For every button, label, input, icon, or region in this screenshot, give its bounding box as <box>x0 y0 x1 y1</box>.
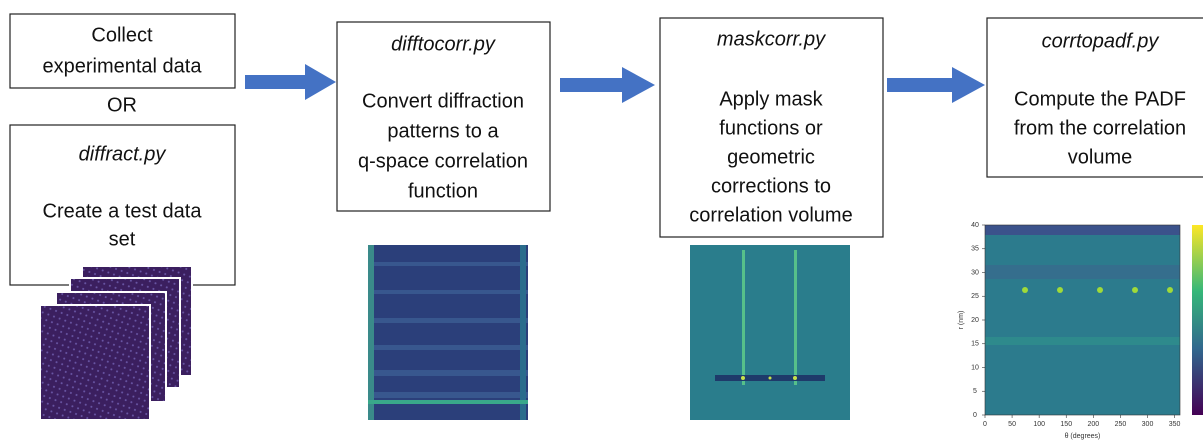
step-text: q-space correlation <box>358 150 528 172</box>
masked-image <box>690 245 850 420</box>
step-text: corrections to <box>711 175 831 197</box>
padf-plot <box>985 225 1203 415</box>
script-name: diffract.py <box>79 143 167 165</box>
step-text: Collect <box>91 24 153 46</box>
x-tick-label: 0 <box>983 421 987 428</box>
y-axis-label: r (nm) <box>958 311 965 330</box>
x-tick-label: 100 <box>1033 421 1045 428</box>
x-tick-label: 50 <box>1008 421 1016 428</box>
diffraction-stack <box>40 266 192 420</box>
step-text: correlation volume <box>689 204 852 226</box>
x-tick-label: 300 <box>1142 421 1154 428</box>
y-tick-label: 15 <box>971 341 979 348</box>
step-text: Apply mask <box>719 88 823 110</box>
arrow <box>887 67 985 103</box>
step-text: patterns to a <box>387 120 499 142</box>
step-text: function <box>408 180 478 202</box>
step-text: from the correlation <box>1014 117 1186 139</box>
x-axis-label: θ (degrees) <box>1065 433 1101 440</box>
step-text: Compute the PADF <box>1014 88 1186 110</box>
y-tick-label: 20 <box>971 317 979 324</box>
pipeline-diagram: Collect experimental data diffract.py Creat… <box>0 0 1203 441</box>
y-tick-label: 5 <box>973 388 977 395</box>
x-tick-label: 250 <box>1115 421 1127 428</box>
y-tick-label: 30 <box>971 269 979 276</box>
y-tick-label: 25 <box>971 293 979 300</box>
step-text: Convert diffraction <box>362 90 524 112</box>
x-tick-label: 150 <box>1060 421 1072 428</box>
script-name: corrtopadf.py <box>1042 30 1160 52</box>
y-tick-label: 40 <box>971 222 979 229</box>
script-name: maskcorr.py <box>717 28 826 50</box>
script-name: difftocorr.py <box>391 33 496 55</box>
step-text: Create a test data <box>43 200 203 222</box>
step-text: functions or <box>719 117 823 139</box>
y-tick-label: 10 <box>971 364 979 371</box>
step-text: set <box>109 228 136 250</box>
step-text: experimental data <box>43 55 203 77</box>
step-text: geometric <box>727 146 815 168</box>
or-label: OR <box>107 94 137 116</box>
x-tick-label: 350 <box>1169 421 1181 428</box>
arrow <box>245 64 336 100</box>
y-tick-label: 35 <box>971 246 979 253</box>
step-text: volume <box>1068 146 1132 168</box>
arrow <box>560 67 655 103</box>
correlation-image <box>368 245 528 420</box>
y-tick-label: 0 <box>973 412 977 419</box>
x-tick-label: 200 <box>1087 421 1099 428</box>
